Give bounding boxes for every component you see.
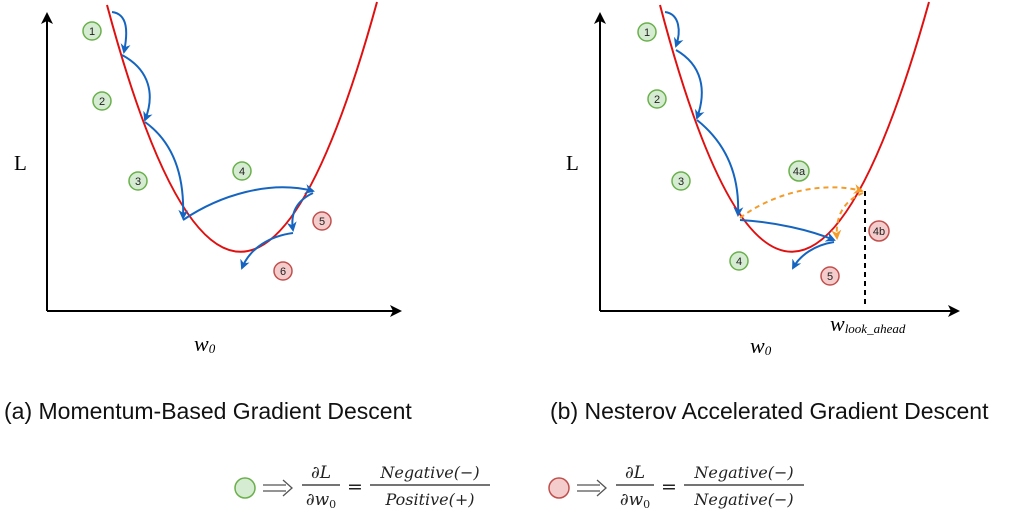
left-step-arrow-2 <box>121 54 153 122</box>
right-step-arrow-1 <box>664 11 684 48</box>
svg-text:5: 5 <box>319 216 325 228</box>
left-step-arrow-6 <box>240 232 294 270</box>
left-step-badge-4: 4 <box>232 161 252 181</box>
lookahead-arrow-4a <box>739 184 864 219</box>
right-step-badge-3: 3 <box>671 171 691 191</box>
right-step-arrow-3 <box>696 119 744 217</box>
svg-text:1: 1 <box>89 26 95 38</box>
left-step-badge-1: 1 <box>82 21 102 41</box>
left-caption: (a) Momentum-Based Gradient Descent <box>4 398 412 424</box>
lookahead-label: wlook_ahead <box>830 311 906 336</box>
left-step-badge-2: 2 <box>92 91 112 111</box>
svg-text:3: 3 <box>135 176 141 188</box>
legend-negative-gradient: ∂L ∂w0 = Negative(−) Negative(−) <box>548 463 804 511</box>
left-step-arrow-5 <box>286 192 314 232</box>
legend-green-equals: = <box>347 476 363 498</box>
left-step-arrow-1 <box>111 11 131 54</box>
lookahead-arrow-4b <box>831 192 864 240</box>
svg-text:4b: 4b <box>873 226 885 238</box>
right-step-badge-5: 5 <box>820 266 840 286</box>
legend-green-lhs-den: ∂w0 <box>306 490 336 511</box>
legend-green-lhs-num: ∂L <box>311 463 331 483</box>
legend-green-rhs-den: Positive(+) <box>384 490 474 509</box>
svg-text:1: 1 <box>644 27 650 39</box>
legend-red-equals: = <box>661 476 677 498</box>
svg-text:5: 5 <box>827 271 833 283</box>
svg-text:3: 3 <box>678 176 684 188</box>
right-x-axis-label: w0 <box>750 333 772 358</box>
implies-arrow-icon <box>577 479 607 497</box>
left-y-axis-label: L <box>14 151 27 175</box>
legend-red-lhs-num: ∂L <box>625 463 645 483</box>
right-caption: (b) Nesterov Accelerated Gradient Descen… <box>550 398 989 424</box>
right-panel: L w0 wlook_ahead 1 2 3 4a <box>550 1 989 424</box>
legend-green-rhs-num: Negative(−) <box>379 463 479 482</box>
left-loss-curve <box>106 1 378 253</box>
right-step-arrow-4 <box>739 219 836 242</box>
left-step-badge-6: 6 <box>273 261 293 281</box>
right-step-badge-4a: 4a <box>788 160 810 182</box>
left-step-badge-5: 5 <box>312 211 332 231</box>
svg-text:4: 4 <box>239 166 245 178</box>
svg-text:4: 4 <box>736 256 742 268</box>
right-step-badge-4b: 4b <box>868 220 890 242</box>
legend-positive-gradient: ∂L ∂w0 = Negative(−) Positive(+) <box>234 463 490 511</box>
left-panel: L w0 1 2 3 4 5 <box>4 1 412 424</box>
right-step-badge-2: 2 <box>647 89 667 109</box>
right-step-arrow-2 <box>675 49 705 120</box>
svg-text:4a: 4a <box>793 166 806 178</box>
implies-arrow-icon <box>263 479 293 497</box>
right-y-axis-label: L <box>566 151 579 175</box>
right-step-badge-4: 4 <box>729 251 749 271</box>
legend-red-rhs-num: Negative(−) <box>693 463 793 482</box>
svg-text:2: 2 <box>654 94 660 106</box>
left-x-axis-label: w0 <box>194 331 216 356</box>
left-step-arrow-3 <box>144 121 189 220</box>
legend-red-rhs-den: Negative(−) <box>693 490 793 509</box>
right-loss-curve <box>659 1 930 253</box>
legend-green-badge <box>234 477 256 499</box>
left-step-badge-3: 3 <box>128 171 148 191</box>
legend-red-badge <box>548 477 570 499</box>
right-step-arrow-5 <box>792 241 835 270</box>
left-step-arrow-4 <box>182 184 315 221</box>
svg-text:6: 6 <box>280 266 286 278</box>
right-step-badge-1: 1 <box>637 22 657 42</box>
legend-red-lhs-den: ∂w0 <box>620 490 650 511</box>
svg-text:2: 2 <box>99 96 105 108</box>
